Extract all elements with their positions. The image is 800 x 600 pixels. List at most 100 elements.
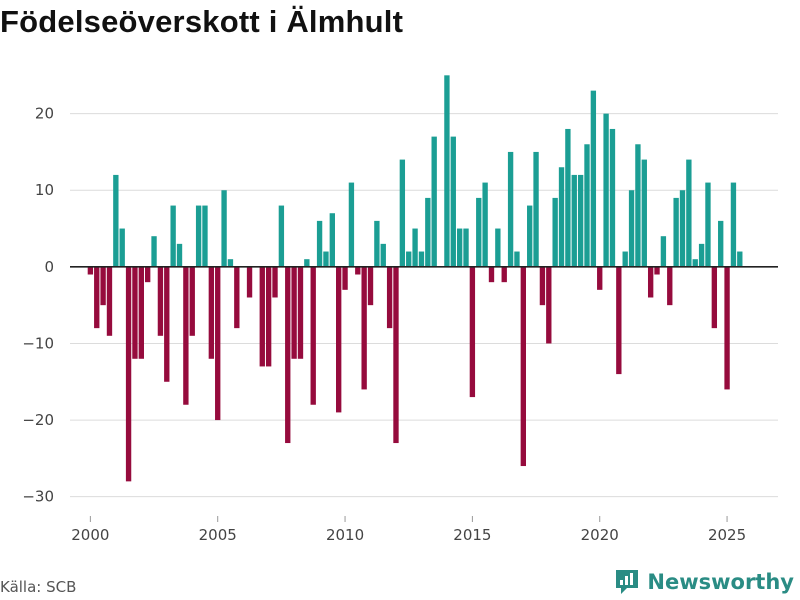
- bar[interactable]: [164, 266, 170, 382]
- bar[interactable]: [386, 266, 393, 329]
- bar[interactable]: [507, 151, 514, 267]
- bar[interactable]: [189, 266, 195, 336]
- brand-logo[interactable]: Newsworthy: [614, 568, 794, 596]
- bar[interactable]: [698, 243, 705, 267]
- bar[interactable]: [265, 266, 272, 367]
- bar[interactable]: [323, 251, 329, 267]
- bar[interactable]: [355, 266, 361, 275]
- bar[interactable]: [711, 266, 718, 329]
- bar[interactable]: [686, 159, 692, 267]
- bar[interactable]: [310, 266, 316, 405]
- bar[interactable]: [304, 259, 310, 267]
- bar[interactable]: [202, 205, 208, 267]
- bar[interactable]: [367, 266, 374, 306]
- bar[interactable]: [151, 236, 157, 267]
- bar[interactable]: [635, 144, 641, 267]
- bar[interactable]: [527, 205, 533, 267]
- bar[interactable]: [456, 228, 463, 267]
- bar[interactable]: [106, 266, 113, 336]
- bar[interactable]: [577, 174, 584, 267]
- bar[interactable]: [157, 266, 164, 336]
- bar[interactable]: [476, 197, 482, 267]
- bar[interactable]: [628, 190, 635, 267]
- bar[interactable]: [215, 266, 221, 421]
- bar[interactable]: [329, 213, 335, 267]
- bar[interactable]: [692, 259, 698, 267]
- bar[interactable]: [361, 266, 367, 390]
- bar[interactable]: [113, 174, 119, 267]
- bar[interactable]: [482, 182, 488, 267]
- bar[interactable]: [87, 266, 94, 275]
- bar[interactable]: [558, 167, 565, 267]
- bar[interactable]: [488, 266, 495, 283]
- bar[interactable]: [208, 266, 215, 359]
- bar[interactable]: [183, 266, 189, 405]
- bar[interactable]: [145, 266, 151, 283]
- bar[interactable]: [660, 236, 667, 267]
- bar[interactable]: [571, 174, 577, 267]
- bar[interactable]: [501, 266, 507, 283]
- bar[interactable]: [444, 75, 450, 267]
- bar[interactable]: [673, 197, 679, 267]
- bar[interactable]: [393, 266, 399, 444]
- bar[interactable]: [336, 266, 342, 413]
- bar[interactable]: [399, 159, 406, 267]
- bar[interactable]: [406, 251, 412, 267]
- bar[interactable]: [616, 266, 622, 375]
- bar[interactable]: [246, 266, 253, 298]
- bar[interactable]: [285, 266, 291, 444]
- bar[interactable]: [590, 90, 597, 267]
- bar[interactable]: [374, 220, 380, 267]
- bar[interactable]: [316, 220, 323, 267]
- bar[interactable]: [565, 128, 571, 267]
- bar[interactable]: [679, 190, 686, 267]
- bar[interactable]: [132, 266, 138, 359]
- bar[interactable]: [647, 266, 654, 298]
- bar[interactable]: [718, 220, 724, 267]
- bar[interactable]: [170, 205, 176, 267]
- bar[interactable]: [234, 266, 240, 329]
- bar[interactable]: [100, 266, 106, 306]
- bar[interactable]: [195, 205, 202, 267]
- bar[interactable]: [221, 190, 227, 267]
- bar[interactable]: [469, 266, 476, 398]
- bar[interactable]: [94, 266, 100, 329]
- bar[interactable]: [641, 159, 647, 267]
- bar[interactable]: [597, 266, 603, 290]
- bar[interactable]: [425, 197, 431, 267]
- bar[interactable]: [450, 136, 456, 267]
- bar[interactable]: [418, 251, 425, 267]
- bar[interactable]: [380, 243, 386, 267]
- bar[interactable]: [584, 144, 590, 267]
- bar[interactable]: [609, 128, 616, 267]
- bar[interactable]: [227, 259, 234, 267]
- bar[interactable]: [520, 266, 526, 467]
- bar[interactable]: [533, 151, 539, 267]
- bar[interactable]: [272, 266, 278, 298]
- bar[interactable]: [119, 228, 125, 267]
- bar[interactable]: [125, 266, 132, 482]
- bar[interactable]: [495, 228, 501, 267]
- bar[interactable]: [431, 136, 437, 267]
- bar[interactable]: [730, 182, 737, 267]
- bar[interactable]: [342, 266, 348, 290]
- bar[interactable]: [463, 228, 469, 267]
- bar[interactable]: [603, 113, 609, 267]
- bar[interactable]: [622, 251, 628, 267]
- bar[interactable]: [667, 266, 673, 306]
- bar[interactable]: [546, 266, 552, 344]
- bar[interactable]: [705, 182, 711, 267]
- bar[interactable]: [259, 266, 265, 367]
- bar[interactable]: [138, 266, 144, 359]
- bar[interactable]: [291, 266, 297, 359]
- bar[interactable]: [297, 266, 304, 359]
- bar[interactable]: [514, 251, 520, 267]
- bar[interactable]: [724, 266, 730, 390]
- bar[interactable]: [278, 205, 285, 267]
- bar[interactable]: [539, 266, 546, 306]
- bar[interactable]: [348, 182, 355, 267]
- bar[interactable]: [176, 243, 183, 267]
- bar[interactable]: [412, 228, 418, 267]
- bar[interactable]: [654, 266, 660, 275]
- bar[interactable]: [552, 197, 558, 267]
